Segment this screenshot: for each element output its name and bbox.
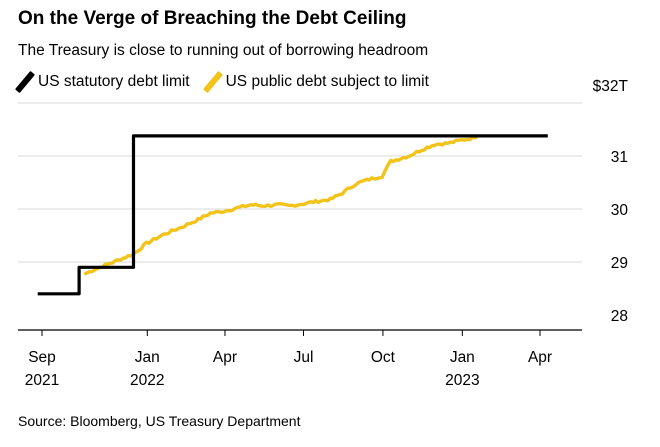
x-tick-label: Sep — [28, 349, 56, 366]
series-line-public-debt — [83, 134, 479, 276]
x-tick-label: Oct — [371, 349, 396, 366]
x-tick-label: Jan — [135, 349, 160, 366]
legend-label-debt-limit: US statutory debt limit — [38, 73, 190, 90]
chart-title: On the Verge of Breaching the Debt Ceili… — [18, 8, 407, 29]
x-tick-year-label: 2023 — [445, 372, 479, 389]
y-tick-label: 30 — [611, 202, 629, 219]
legend-item-debt-limit: US statutory debt limit — [14, 70, 190, 94]
x-tick-label: Jul — [294, 349, 314, 366]
source-note: Source: Bloomberg, US Treasury Departmen… — [18, 413, 301, 429]
y-tick-label: 31 — [611, 149, 628, 166]
y-tick-label: $32T — [593, 78, 629, 95]
chart-subtitle: The Treasury is close to running out of … — [18, 42, 429, 59]
x-tick-year-label: 2021 — [25, 372, 59, 389]
y-tick-label: 29 — [611, 255, 628, 272]
x-tick-label: Apr — [213, 349, 237, 366]
y-tick-label: 28 — [611, 308, 628, 325]
series-line-debt-limit — [37, 134, 548, 296]
x-tick-label: Apr — [528, 349, 552, 366]
legend-item-public-debt: US public debt subject to limit — [202, 70, 429, 94]
legend: US statutory debt limit US public debt s… — [14, 70, 445, 94]
x-tick-year-label: 2022 — [130, 372, 164, 389]
x-tick-label: Jan — [450, 349, 475, 366]
legend-label-public-debt: US public debt subject to limit — [225, 73, 429, 90]
